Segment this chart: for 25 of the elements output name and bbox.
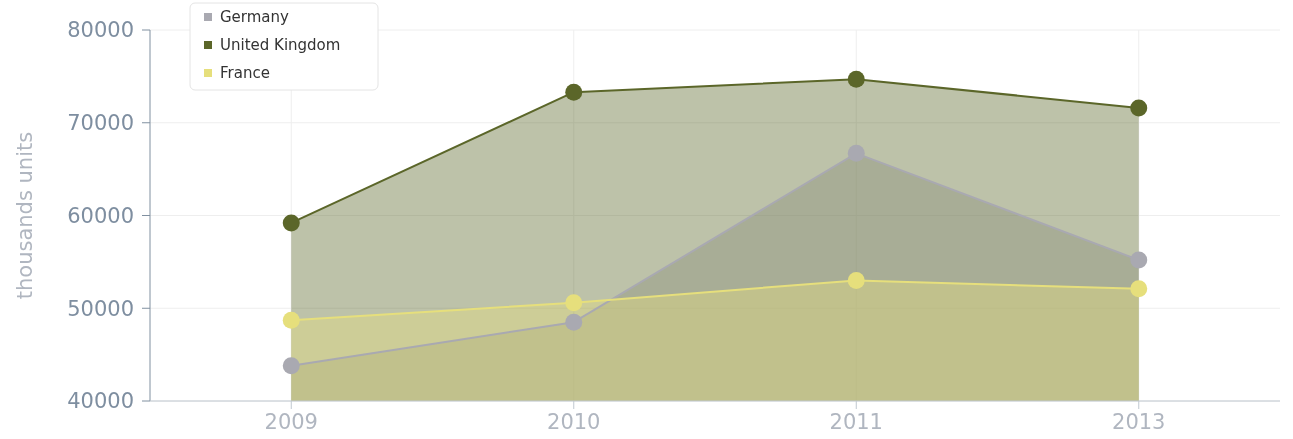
point xyxy=(282,357,300,375)
x-tick-label: 2011 xyxy=(829,410,883,434)
y-axis-title: thousands units xyxy=(13,131,37,300)
x-tick-label: 2009 xyxy=(264,410,318,434)
point xyxy=(847,144,865,162)
point xyxy=(565,313,583,331)
point xyxy=(565,294,583,312)
point xyxy=(282,214,300,232)
y-tick-label: 40000 xyxy=(67,389,134,414)
point xyxy=(1130,280,1148,298)
point xyxy=(1130,99,1148,117)
point xyxy=(565,83,583,101)
x-tick-label: 2013 xyxy=(1112,410,1166,434)
point xyxy=(282,311,300,329)
y-tick-label: 70000 xyxy=(67,111,134,136)
y-tick-label: 80000 xyxy=(67,18,134,43)
y-tick-label: 50000 xyxy=(67,296,134,321)
point xyxy=(1130,251,1148,269)
y-tick-label: 60000 xyxy=(67,203,134,228)
point xyxy=(847,70,865,88)
legend-label: United Kingdom xyxy=(220,36,341,55)
x-tick-label: 2010 xyxy=(547,410,601,434)
legend-label: France xyxy=(220,64,270,83)
point xyxy=(847,271,865,289)
legend-label: Germany xyxy=(220,8,290,27)
